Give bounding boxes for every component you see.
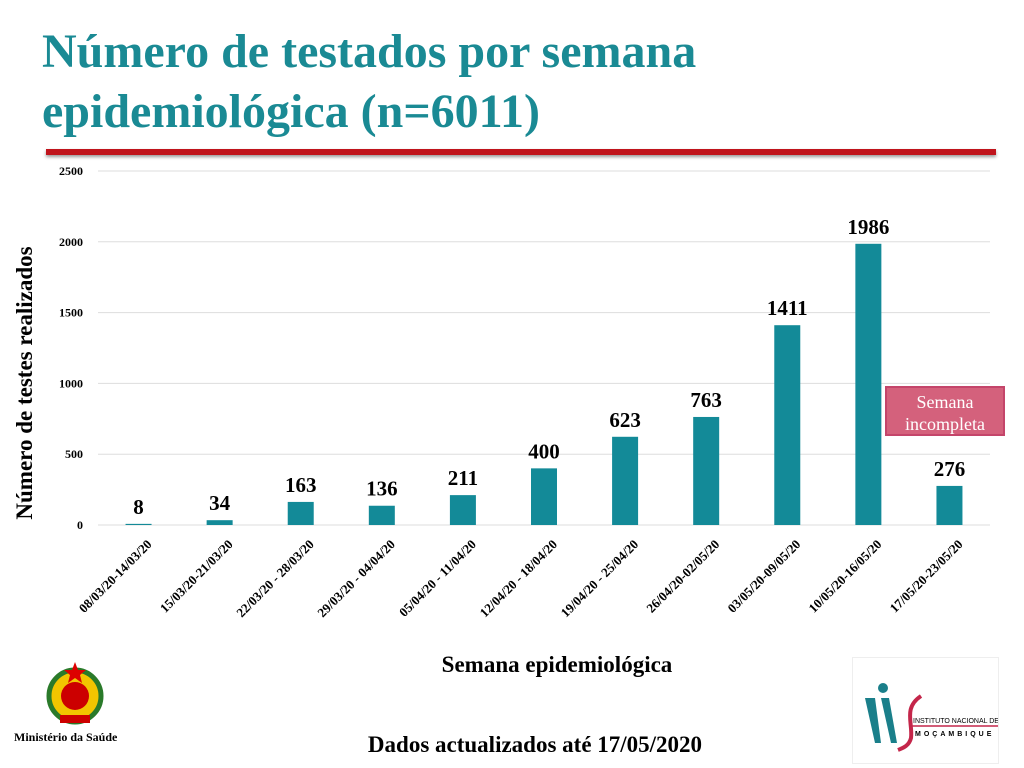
- data-label: 763: [690, 388, 722, 412]
- x-tick-label: 19/04/20 - 25/04/20: [558, 537, 642, 621]
- mozambique-emblem-logo: [46, 662, 104, 725]
- x-axis-label: Semana epidemiológica: [441, 652, 673, 677]
- title-divider: [46, 149, 996, 155]
- data-label: 34: [209, 491, 231, 515]
- bar: [693, 416, 720, 525]
- y-tick-label: 1500: [59, 306, 83, 320]
- bar: [936, 485, 963, 525]
- y-tick-label: 1000: [59, 376, 83, 390]
- ministry-label: Ministério da Saúde: [14, 730, 118, 744]
- incomplete-week-annotation: Semana incompleta: [885, 386, 1005, 436]
- data-label: 211: [448, 466, 478, 490]
- data-label: 623: [609, 408, 641, 432]
- bar: [612, 436, 639, 525]
- data-label: 1411: [767, 296, 808, 320]
- svg-text:MOÇAMBIQUE: MOÇAMBIQUE: [915, 731, 994, 738]
- y-tick-label: 2500: [59, 164, 83, 178]
- data-label: 1986: [847, 215, 889, 239]
- x-tick-label: 29/03/20 - 04/04/20: [314, 537, 398, 621]
- bar: [287, 501, 314, 525]
- bar: [368, 505, 395, 525]
- y-tick-label: 500: [65, 447, 83, 461]
- x-tick-label: 17/05/20-23/05/20: [887, 537, 966, 616]
- x-tick-label: 10/05/20-16/05/20: [805, 537, 884, 616]
- footer-update-note: Dados actualizados até 17/05/2020: [367, 732, 703, 757]
- bar: [855, 243, 882, 525]
- data-label: 276: [934, 457, 966, 481]
- x-tick-label: 03/05/20-09/05/20: [724, 537, 803, 616]
- bar: [125, 523, 152, 525]
- y-axis-label: Número de testes realizados: [12, 246, 37, 520]
- x-tick-label: 22/03/20 - 28/03/20: [233, 537, 317, 621]
- bar: [774, 325, 801, 525]
- data-label: 163: [285, 473, 317, 497]
- bar: [206, 520, 233, 525]
- x-tick-label: 05/04/20 - 11/04/20: [396, 537, 479, 620]
- x-tick-label: 26/04/20-02/05/20: [643, 537, 722, 616]
- y-tick-label: 2000: [59, 235, 83, 249]
- page-title: Número de testados por semana epidemioló…: [42, 25, 697, 138]
- x-tick-label: 08/03/20-14/03/20: [76, 537, 155, 616]
- bar: [531, 468, 557, 525]
- svg-text:INSTITUTO NACIONAL DE SAÚDE: INSTITUTO NACIONAL DE SAÚDE: [913, 716, 999, 725]
- x-tick-label: 15/03/20-21/03/20: [157, 537, 236, 616]
- ins-logo: INSTITUTO NACIONAL DE SAÚDE MOÇAMBIQUE: [852, 657, 999, 764]
- bar: [449, 495, 476, 525]
- y-tick-label: 0: [77, 518, 83, 532]
- x-tick-label: 12/04/20 - 18/04/20: [476, 537, 560, 621]
- data-label: 8: [133, 495, 144, 519]
- data-label: 400: [528, 439, 560, 463]
- data-label: 136: [366, 477, 398, 501]
